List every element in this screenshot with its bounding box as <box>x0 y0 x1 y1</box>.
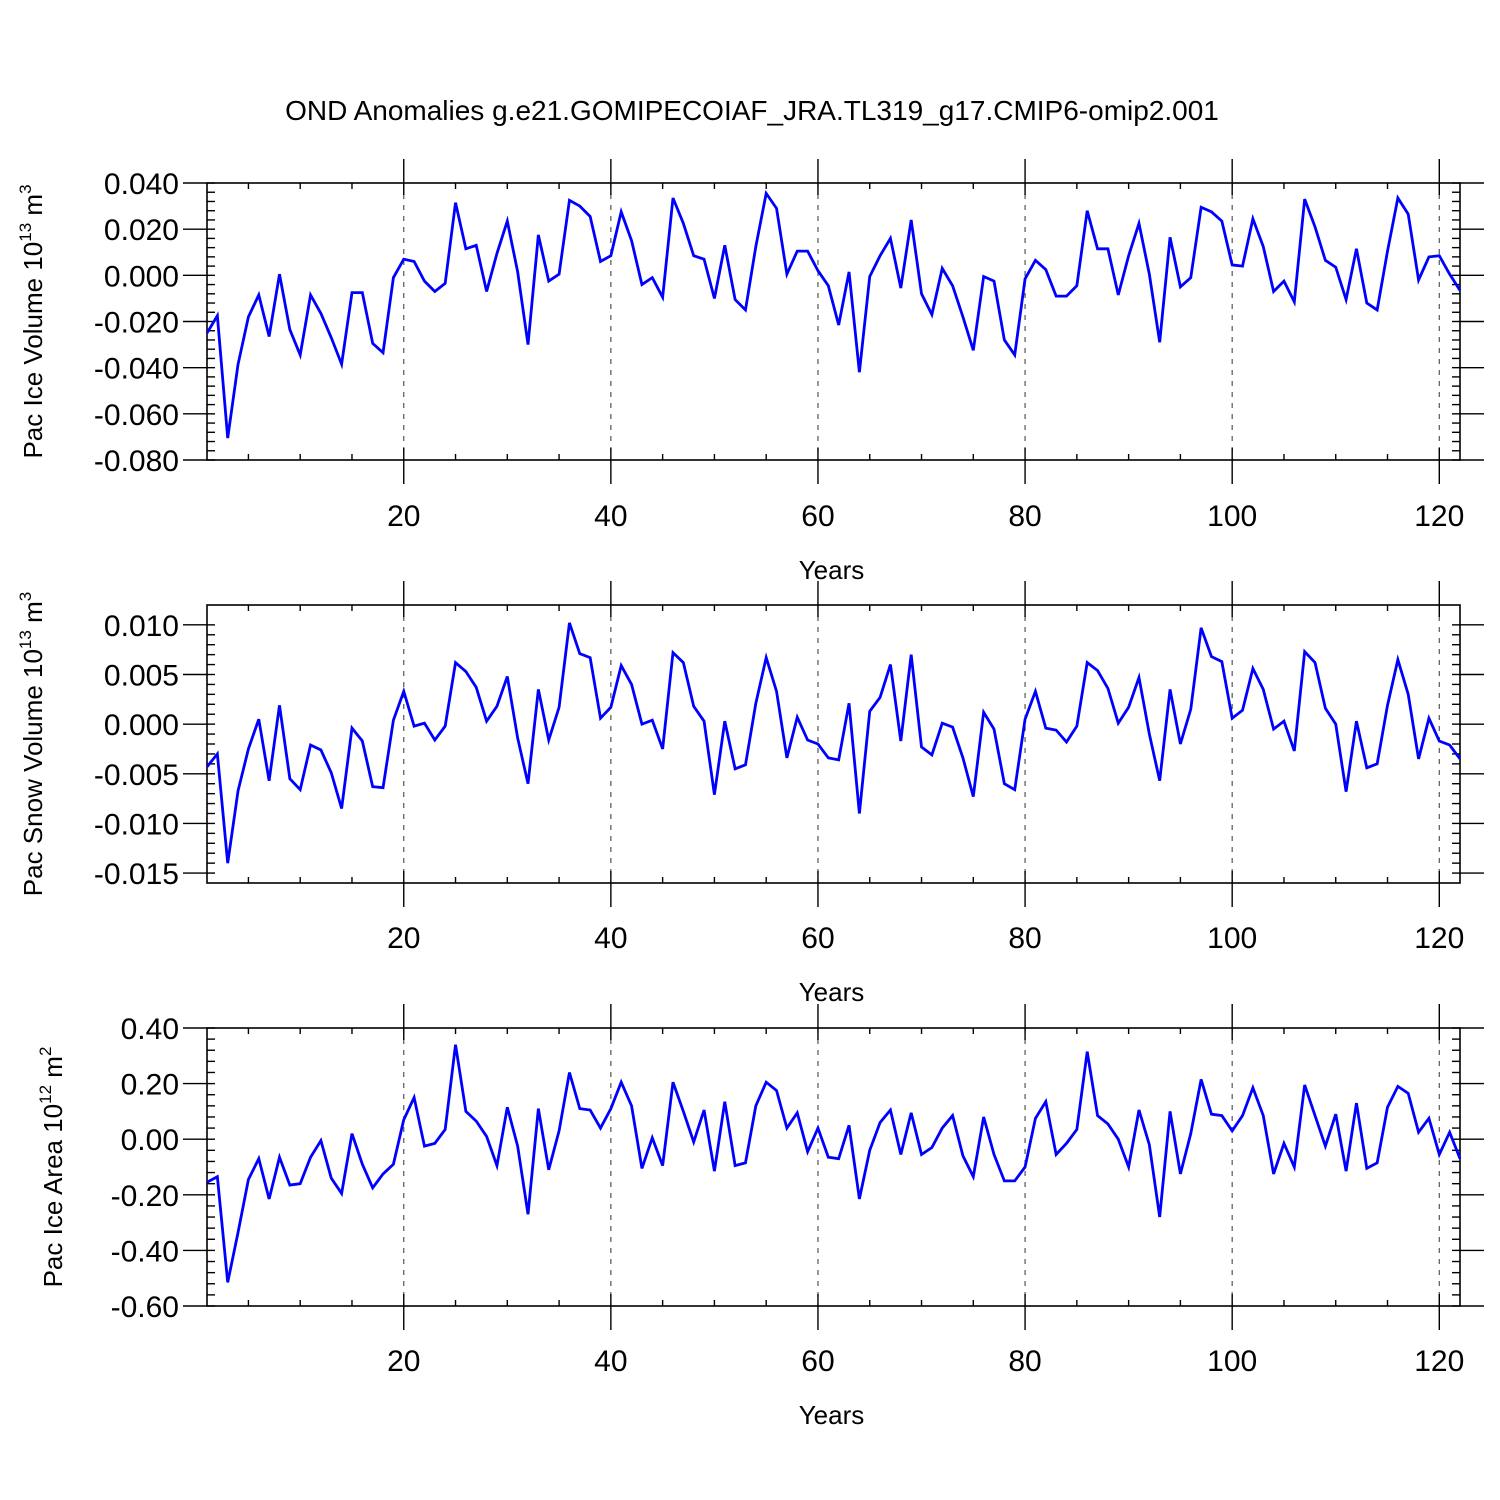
y-axis-title-main: Pac Ice Area 10 <box>38 1104 68 1288</box>
y-axis-title-exponent: 12 <box>36 1085 55 1104</box>
y-tick-label: 0.040 <box>104 168 179 201</box>
series-line <box>206 1044 1462 1283</box>
y-axis-title: Pac Ice Area 1012 m2 <box>36 1047 68 1288</box>
y-tick-label: 0.005 <box>104 660 179 693</box>
y-axis-title: Pac Ice Volume 1013 m3 <box>16 184 48 458</box>
plot-frame <box>206 604 1461 884</box>
x-axis-title: Years <box>799 977 865 1007</box>
y-axis-title-unit: m <box>38 1056 68 1085</box>
x-tick-label: 120 <box>1414 500 1464 533</box>
x-tick-label: 80 <box>1008 1345 1041 1378</box>
x-axis-title: Years <box>799 1400 865 1430</box>
x-tick-label: 20 <box>387 500 420 533</box>
y-tick-label: -0.060 <box>94 399 179 432</box>
figure-title: OND Anomalies g.e21.GOMIPECOIAF_JRA.TL31… <box>285 95 1219 126</box>
x-tick-label: 120 <box>1414 922 1464 955</box>
x-tick-label: 40 <box>594 1345 627 1378</box>
x-tick-label: 40 <box>594 500 627 533</box>
y-tick-label: 0.20 <box>121 1069 179 1102</box>
x-tick-label: 100 <box>1207 922 1257 955</box>
x-tick-label: 20 <box>387 922 420 955</box>
y-tick-label: 0.000 <box>104 709 179 742</box>
x-axis-title: Years <box>799 555 865 585</box>
y-axis-title-unit: m <box>18 194 48 223</box>
y-tick-label: 0.000 <box>104 260 179 293</box>
y-tick-label: -0.005 <box>94 759 179 792</box>
y-axis-title-unit-exponent: 3 <box>16 592 35 601</box>
y-axis-title-exponent: 13 <box>16 630 35 649</box>
y-tick-label: -0.010 <box>94 808 179 841</box>
y-tick-label: 0.020 <box>104 214 179 247</box>
x-tick-label: 80 <box>1008 500 1041 533</box>
x-tick-label: 60 <box>801 1345 834 1378</box>
x-tick-label: 100 <box>1207 500 1257 533</box>
y-axis-title-main: Pac Ice Volume 10 <box>18 242 48 459</box>
y-tick-label: 0.010 <box>104 610 179 643</box>
y-axis-title-exponent: 13 <box>16 223 35 242</box>
y-tick-label: -0.015 <box>94 858 179 891</box>
y-axis-title-unit-exponent: 3 <box>16 184 35 193</box>
x-tick-label: 60 <box>801 500 834 533</box>
y-tick-label: -0.020 <box>94 307 179 340</box>
x-tick-label: 60 <box>801 922 834 955</box>
y-tick-label: -0.080 <box>94 445 179 478</box>
series-line <box>205 189 1462 439</box>
plot-frame <box>206 1027 1461 1307</box>
y-axis-title-unit: m <box>18 601 48 630</box>
x-tick-label: 40 <box>594 922 627 955</box>
chart-panel-1: -0.080 -0.060 -0.040 -0.020 0.000 0.020 0.040 2… <box>16 159 1484 585</box>
y-axis-title-main: Pac Snow Volume 10 <box>18 649 48 896</box>
plot-frame <box>206 182 1461 461</box>
x-tick-label: 120 <box>1414 1345 1464 1378</box>
y-axis-title-unit-exponent: 2 <box>36 1047 55 1056</box>
y-tick-label: -0.040 <box>94 353 179 386</box>
x-tick-label: 20 <box>387 1345 420 1378</box>
y-tick-label: 0.40 <box>121 1013 179 1046</box>
y-tick-label: -0.40 <box>111 1235 179 1268</box>
y-tick-label: -0.60 <box>111 1291 179 1324</box>
chart-panel-2: -0.015 -0.010 -0.005 0.000 0.005 0.010 20 40 60 8… <box>16 581 1484 1007</box>
y-axis-title: Pac Snow Volume 1013 m3 <box>16 592 48 896</box>
y-tick-label: -0.20 <box>111 1180 179 1213</box>
y-tick-label: 0.00 <box>121 1124 179 1157</box>
x-tick-label: 80 <box>1008 922 1041 955</box>
chart-panels: -0.080 -0.060 -0.040 -0.020 0.000 0.020 0.040 2… <box>16 159 1484 1430</box>
series-line <box>205 622 1462 864</box>
x-tick-label: 100 <box>1207 1345 1257 1378</box>
chart-panel-3: -0.60 -0.40 -0.20 0.00 0.20 0.40 20 40 60 80 100 12… <box>36 1004 1484 1430</box>
